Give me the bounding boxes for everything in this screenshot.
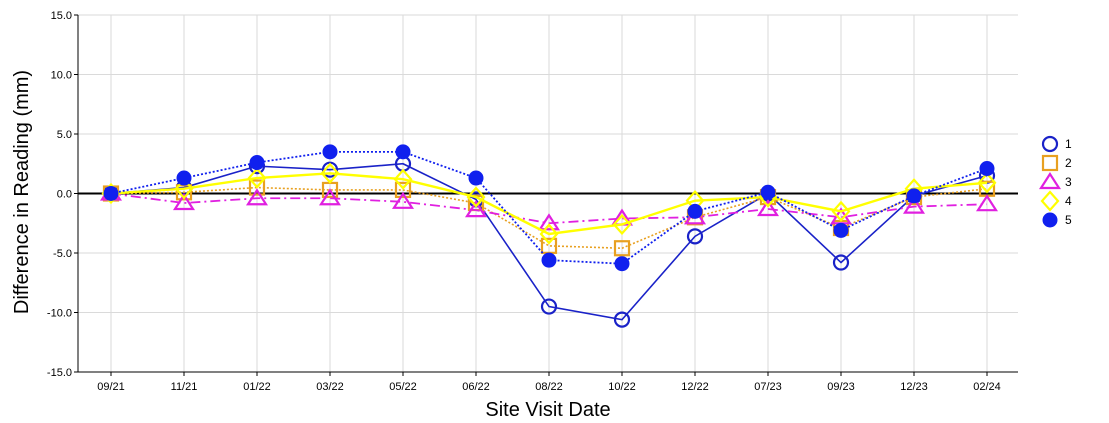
series-3-point bbox=[975, 194, 999, 212]
legend-item-4: 4 bbox=[1040, 190, 1072, 212]
series-5-point bbox=[541, 252, 557, 268]
x-tick-label: 07/23 bbox=[754, 381, 782, 393]
x-axis-title: Site Visit Date bbox=[485, 399, 610, 421]
series-1-point bbox=[613, 311, 631, 328]
series-1-point bbox=[686, 228, 704, 245]
series-4-point bbox=[320, 162, 340, 184]
series-4 bbox=[101, 162, 997, 245]
x-tick-label: 12/23 bbox=[900, 381, 928, 393]
series-2-point bbox=[248, 179, 266, 196]
x-tick-label: 02/24 bbox=[973, 381, 1001, 393]
series-5-point bbox=[687, 203, 703, 219]
legend-marker-1 bbox=[1041, 135, 1059, 153]
series-3-point bbox=[464, 200, 488, 218]
series-3-point bbox=[318, 188, 342, 206]
legend-item-3: 3 bbox=[1038, 171, 1072, 190]
y-tick-label: 5.0 bbox=[57, 129, 72, 141]
series-4-point bbox=[539, 223, 559, 245]
series-3-line bbox=[110, 192, 988, 225]
series-1-point bbox=[832, 254, 850, 271]
x-tick-label: 10/22 bbox=[608, 381, 636, 393]
series-3-point bbox=[902, 196, 926, 214]
legend-marker-5 bbox=[1042, 212, 1058, 228]
series-5-point bbox=[833, 222, 849, 238]
y-tick-label: 15.0 bbox=[51, 10, 72, 22]
series-4-line bbox=[110, 172, 988, 236]
series-3-point bbox=[756, 198, 780, 217]
series-5-point bbox=[103, 186, 119, 201]
legend: 1 2 3 4 5 bbox=[1038, 135, 1072, 228]
series-5-point bbox=[176, 170, 192, 186]
series-4-point bbox=[247, 167, 267, 189]
series-5 bbox=[103, 144, 995, 272]
series-5-point bbox=[614, 256, 630, 272]
series-3-point bbox=[172, 192, 196, 211]
x-tick-label: 12/22 bbox=[681, 381, 709, 393]
series-2-point bbox=[394, 181, 412, 199]
series-4-point bbox=[466, 186, 486, 208]
legend-label-2: 2 bbox=[1065, 156, 1072, 170]
legend-item-1: 1 bbox=[1041, 135, 1072, 153]
x-tick-label: 09/21 bbox=[97, 381, 125, 393]
series bbox=[99, 144, 999, 328]
series-1-point bbox=[540, 298, 558, 315]
y-tick-label: 0.0 bbox=[57, 189, 72, 201]
legend-label-5: 5 bbox=[1065, 213, 1072, 227]
x-tick-label: 09/23 bbox=[827, 381, 855, 393]
y-axis-title: Difference in Reading (mm) bbox=[11, 70, 33, 314]
y-tick-label: -15.0 bbox=[47, 367, 72, 379]
series-3-point bbox=[391, 191, 415, 209]
x-tick-label: 11/21 bbox=[171, 381, 198, 393]
x-tick-label: 06/22 bbox=[462, 381, 490, 393]
y-tick-label: -10.0 bbox=[47, 308, 72, 320]
series-4-point bbox=[977, 172, 997, 194]
series-5-point bbox=[906, 188, 922, 204]
series-5-point bbox=[395, 144, 411, 160]
series-4-point bbox=[831, 200, 851, 223]
series-3-point bbox=[537, 213, 561, 231]
x-tick-label: 05/22 bbox=[389, 381, 417, 393]
series-5-point bbox=[468, 170, 484, 186]
series-2-point bbox=[613, 240, 631, 257]
series-4-point bbox=[612, 213, 632, 236]
series-3-point bbox=[245, 188, 269, 206]
legend-marker-4 bbox=[1040, 190, 1060, 212]
x-tick-label: 08/22 bbox=[535, 381, 563, 393]
axes: 15.0 10.0 5.0 0.0 -5.0 -10.0 -15.0 09/21 11/21 01… bbox=[47, 10, 1018, 393]
series-4-point bbox=[393, 168, 413, 190]
legend-item-2: 2 bbox=[1041, 154, 1072, 172]
series-5-point bbox=[249, 155, 265, 171]
series-5-point bbox=[979, 161, 995, 177]
legend-label-3: 3 bbox=[1065, 175, 1072, 189]
legend-label-4: 4 bbox=[1065, 194, 1072, 208]
y-tick-label: 10.0 bbox=[51, 70, 72, 82]
y-tick-label: -5.0 bbox=[53, 248, 72, 260]
x-tick-label: 03/22 bbox=[316, 381, 344, 393]
legend-label-1: 1 bbox=[1065, 137, 1072, 151]
legend-marker-2 bbox=[1041, 154, 1059, 172]
series-5-point bbox=[322, 144, 338, 160]
legend-marker-3 bbox=[1038, 171, 1062, 190]
x-tick-label: 01/22 bbox=[243, 381, 271, 393]
series-4-point bbox=[174, 178, 194, 200]
legend-item-5: 5 bbox=[1042, 212, 1072, 228]
series-5-point bbox=[760, 184, 776, 200]
